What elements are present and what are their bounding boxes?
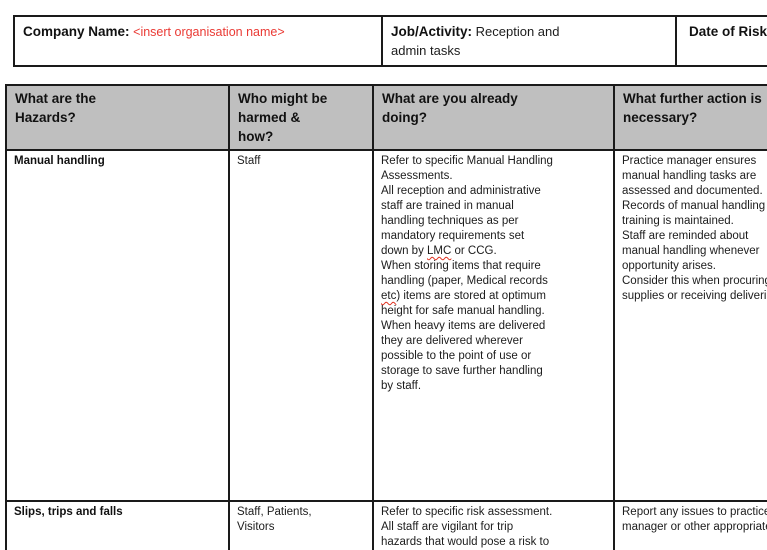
who-harmed-value: Staff bbox=[237, 155, 261, 167]
further-action-cell: Report any issues to practice manager or… bbox=[613, 500, 767, 550]
doing-paragraph: Refer to specific Manual Handling Assess… bbox=[381, 155, 553, 182]
doing-paragraph: All reception and administrative staff a… bbox=[381, 185, 541, 257]
company-name-placeholder: <insert organisation name> bbox=[133, 25, 285, 39]
hazard-name: Manual handling bbox=[14, 155, 105, 167]
header-info-table: Company Name: <insert organisation name>… bbox=[13, 15, 767, 67]
further-paragraph: Practice manager ensures manual handling… bbox=[622, 155, 763, 197]
company-name-cell: Company Name: <insert organisation name> bbox=[13, 15, 383, 67]
further-action-cell: Practice manager ensures manual handling… bbox=[613, 149, 767, 502]
hazard-cell: Slips, trips and falls bbox=[5, 500, 230, 550]
job-activity-cell: Job/Activity: Reception and admin tasks bbox=[381, 15, 677, 67]
doing-paragraph: All staff are vigilant for trip hazards … bbox=[381, 521, 550, 548]
spellcheck-word: etc bbox=[381, 290, 397, 302]
company-name-label: Company Name: bbox=[23, 24, 130, 39]
header-already-doing: What are you already doing? bbox=[372, 84, 615, 151]
hazard-name: Slips, trips and falls bbox=[14, 506, 123, 518]
header-info-row: Company Name: <insert organisation name>… bbox=[13, 15, 767, 67]
who-harmed-value: Staff, Patients, Visitors bbox=[237, 506, 312, 533]
who-harmed-cell: Staff bbox=[228, 149, 374, 502]
header-further-action: What further action is necessary? bbox=[613, 84, 767, 151]
doing-paragraph: Refer to specific risk assessment. bbox=[381, 506, 553, 518]
doing-paragraph: When heavy items are delivered they are … bbox=[381, 320, 546, 392]
header-hazards: What are the Hazards? bbox=[5, 84, 230, 151]
risk-table-header-row: What are the Hazards? Who might be harme… bbox=[5, 84, 767, 151]
doing-paragraph: When storing items that require handling… bbox=[381, 260, 548, 317]
table-row-slips-trips-falls: Slips, trips and falls Staff, Patients, … bbox=[5, 500, 767, 550]
further-paragraph: Consider this when procuring supplies or… bbox=[622, 275, 767, 302]
further-paragraph: Records of manual handling training is m… bbox=[622, 200, 766, 227]
already-doing-cell: Refer to specific Manual Handling Assess… bbox=[372, 149, 615, 502]
further-paragraph: Report any issues to practice manager or… bbox=[622, 506, 767, 533]
already-doing-cell: Refer to specific risk assessment. All s… bbox=[372, 500, 615, 550]
job-activity-value: Reception and admin tasks bbox=[391, 24, 560, 58]
table-row-manual-handling: Manual handling Staff Refer to specific … bbox=[5, 149, 767, 502]
header-who-harmed: Who might be harmed & how? bbox=[228, 84, 374, 151]
risk-assessment-table: What are the Hazards? Who might be harme… bbox=[5, 84, 767, 550]
date-cell: Date of Risk Assessment: bbox=[675, 15, 767, 67]
further-paragraph: Staff are reminded about manual handling… bbox=[622, 230, 760, 272]
spellcheck-word: LMC bbox=[427, 245, 452, 257]
job-activity-label: Job/Activity: bbox=[391, 24, 473, 39]
date-label: Date of Risk Assessment: bbox=[689, 24, 767, 39]
who-harmed-cell: Staff, Patients, Visitors bbox=[228, 500, 374, 550]
hazard-cell: Manual handling bbox=[5, 149, 230, 502]
